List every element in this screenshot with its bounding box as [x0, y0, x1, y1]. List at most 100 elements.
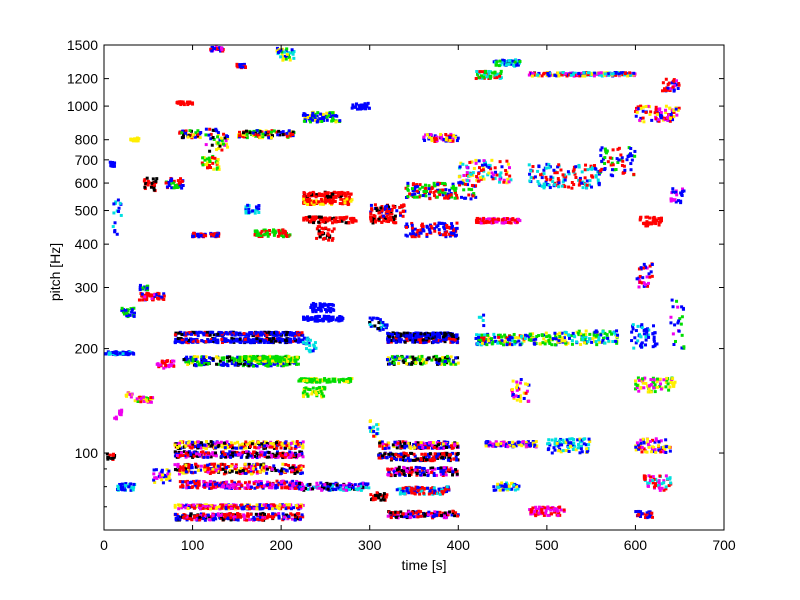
data-point [301, 440, 305, 444]
data-point [185, 486, 189, 490]
data-point [213, 504, 217, 508]
data-point [130, 310, 134, 314]
data-point [255, 507, 259, 511]
data-point [332, 195, 336, 199]
data-point [420, 334, 424, 338]
data-point [382, 214, 386, 218]
data-point [234, 513, 238, 517]
data-point [412, 446, 416, 450]
data-point [187, 465, 191, 469]
data-point [291, 130, 295, 134]
data-point [454, 468, 458, 472]
data-point [452, 362, 456, 366]
data-point [307, 379, 311, 383]
data-point [232, 504, 236, 508]
data-point [146, 183, 150, 187]
data-point [206, 442, 210, 446]
data-point [180, 506, 184, 510]
data-point [339, 484, 343, 488]
data-point [176, 468, 180, 472]
data-point [333, 199, 337, 203]
data-point [194, 517, 198, 521]
data-point [361, 485, 365, 489]
data-point [307, 341, 311, 345]
data-point [160, 361, 164, 365]
data-point [277, 129, 281, 133]
data-point [206, 470, 210, 474]
data-point [393, 512, 397, 516]
data-point [165, 185, 169, 189]
data-point [437, 443, 441, 447]
data-point [129, 486, 133, 490]
data-point [301, 446, 305, 450]
data-point [453, 443, 457, 447]
data-point [275, 452, 279, 456]
data-point [216, 157, 220, 161]
data-point [238, 443, 242, 447]
data-point [150, 184, 154, 188]
data-point [394, 336, 398, 340]
data-point [238, 357, 242, 361]
data-point [455, 472, 459, 476]
data-point [164, 181, 168, 185]
data-point [214, 486, 218, 490]
data-point [311, 310, 315, 314]
data-point [209, 132, 213, 136]
data-point [451, 446, 455, 450]
data-point [281, 512, 285, 516]
data-point [302, 315, 306, 319]
data-point [196, 334, 200, 338]
data-point [320, 120, 324, 124]
data-point [202, 359, 206, 363]
data-point [303, 389, 307, 393]
data-point [371, 498, 375, 502]
data-point [295, 355, 299, 359]
data-point [215, 166, 219, 170]
data-point [403, 358, 407, 362]
data-point [257, 446, 261, 450]
data-point [394, 340, 398, 344]
data-point [405, 355, 409, 359]
data-point [257, 440, 261, 444]
data-point [227, 507, 231, 511]
data-point [410, 451, 414, 455]
data-point [419, 510, 423, 514]
data-point [386, 468, 390, 472]
data-point [327, 113, 331, 117]
data-point [273, 362, 277, 366]
data-point [384, 326, 388, 330]
data-point [258, 470, 262, 474]
data-point [456, 356, 460, 360]
data-point [168, 472, 172, 476]
data-point [194, 462, 198, 466]
data-point [449, 336, 453, 340]
data-point [185, 340, 189, 344]
data-point [165, 475, 169, 479]
data-point [124, 393, 128, 397]
data-point [443, 356, 447, 360]
data-point [193, 482, 197, 486]
data-point [289, 446, 293, 450]
data-point [431, 441, 435, 445]
data-point [299, 472, 303, 476]
data-point [240, 454, 244, 458]
data-point [371, 221, 375, 225]
data-point [326, 218, 330, 222]
data-point [454, 362, 458, 366]
data-point [225, 513, 229, 517]
data-point [247, 210, 251, 214]
data-point [194, 331, 198, 335]
data-point [369, 215, 373, 219]
data-point [314, 303, 318, 307]
data-point [218, 144, 222, 148]
data-point [252, 507, 256, 511]
data-point [425, 441, 429, 445]
data-point [206, 163, 210, 167]
data-point [111, 350, 115, 354]
data-point [419, 340, 423, 344]
data-point [334, 216, 338, 220]
data-point [304, 347, 308, 351]
data-point [261, 132, 265, 136]
data-point [111, 162, 115, 166]
data-point [318, 235, 322, 239]
